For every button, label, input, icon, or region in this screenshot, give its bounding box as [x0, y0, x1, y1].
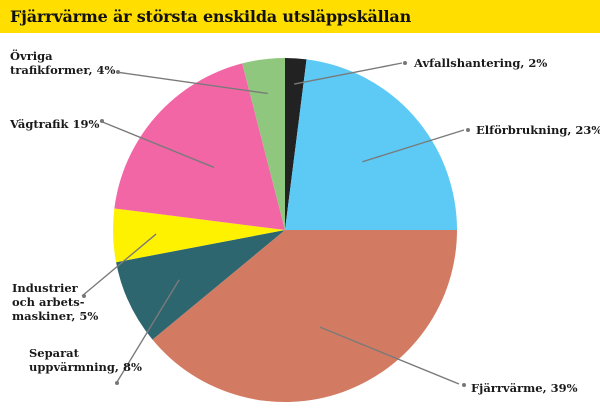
pie-slice-2 [285, 59, 457, 230]
leader-dot-4 [115, 381, 119, 385]
pie-slice-6 [114, 63, 285, 231]
slice-label-line: Avfallshantering, 2% [413, 56, 547, 70]
leader-dot-6 [100, 119, 104, 123]
leader-line-4 [116, 279, 180, 383]
pie-slice-4 [116, 230, 285, 340]
slice-label-6: Vägtrafik 19% [9, 117, 100, 131]
chart-title: Fjärrvärme är största enskilda utsläppsk… [10, 7, 412, 26]
slice-label-line: Industrier [12, 281, 79, 295]
leader-dot-5 [82, 294, 86, 298]
leader-line-5 [81, 233, 157, 297]
slice-label-line: maskiner, 5% [12, 309, 98, 323]
leader-lines [81, 61, 470, 387]
slice-label-line: uppvärmning, 8% [29, 360, 142, 374]
pie-slice-7 [242, 57, 285, 230]
leader-dot-3 [462, 383, 466, 387]
slice-label-5: Industrier och arbets-maskiner, 5% [12, 281, 98, 323]
slice-label-line: Övriga [10, 49, 53, 63]
slice-label-line: Vägtrafik 19% [9, 117, 100, 131]
pie-slice-3 [152, 230, 457, 403]
pie-slice-1 [285, 58, 307, 230]
leader-line-3 [319, 326, 460, 385]
slice-label-line: trafikformer, 4% [10, 63, 116, 77]
leader-dot-7 [116, 70, 120, 74]
slice-labels: Avfallshantering, 2% Elförbrukning, 23% Fj… [9, 49, 600, 395]
slice-label-line: Fjärrvärme, 39% [471, 381, 578, 395]
title-bar: Fjärrvärme är största enskilda utsläppsk… [0, 0, 600, 33]
slice-label-2: Elförbrukning, 23% [476, 123, 600, 137]
leader-line-2 [362, 129, 465, 163]
slice-label-7: Övriga trafikformer, 4% [10, 49, 116, 77]
slice-label-line: och arbets- [12, 295, 85, 309]
leader-line-7 [115, 71, 268, 95]
leader-dot-2 [466, 128, 470, 132]
slice-label-1: Avfallshantering, 2% [413, 56, 547, 70]
pie-slices [113, 57, 457, 403]
slice-label-line: Elförbrukning, 23% [476, 123, 600, 137]
slice-label-line: Separat [29, 346, 80, 360]
leader-line-6 [99, 120, 215, 169]
slice-label-3: Fjärrvärme, 39% [471, 381, 578, 395]
pie-slice-5 [113, 208, 285, 263]
leader-dot-1 [403, 61, 407, 65]
leader-line-1 [294, 62, 403, 85]
slice-label-4: Separat uppvärmning, 8% [29, 346, 142, 374]
